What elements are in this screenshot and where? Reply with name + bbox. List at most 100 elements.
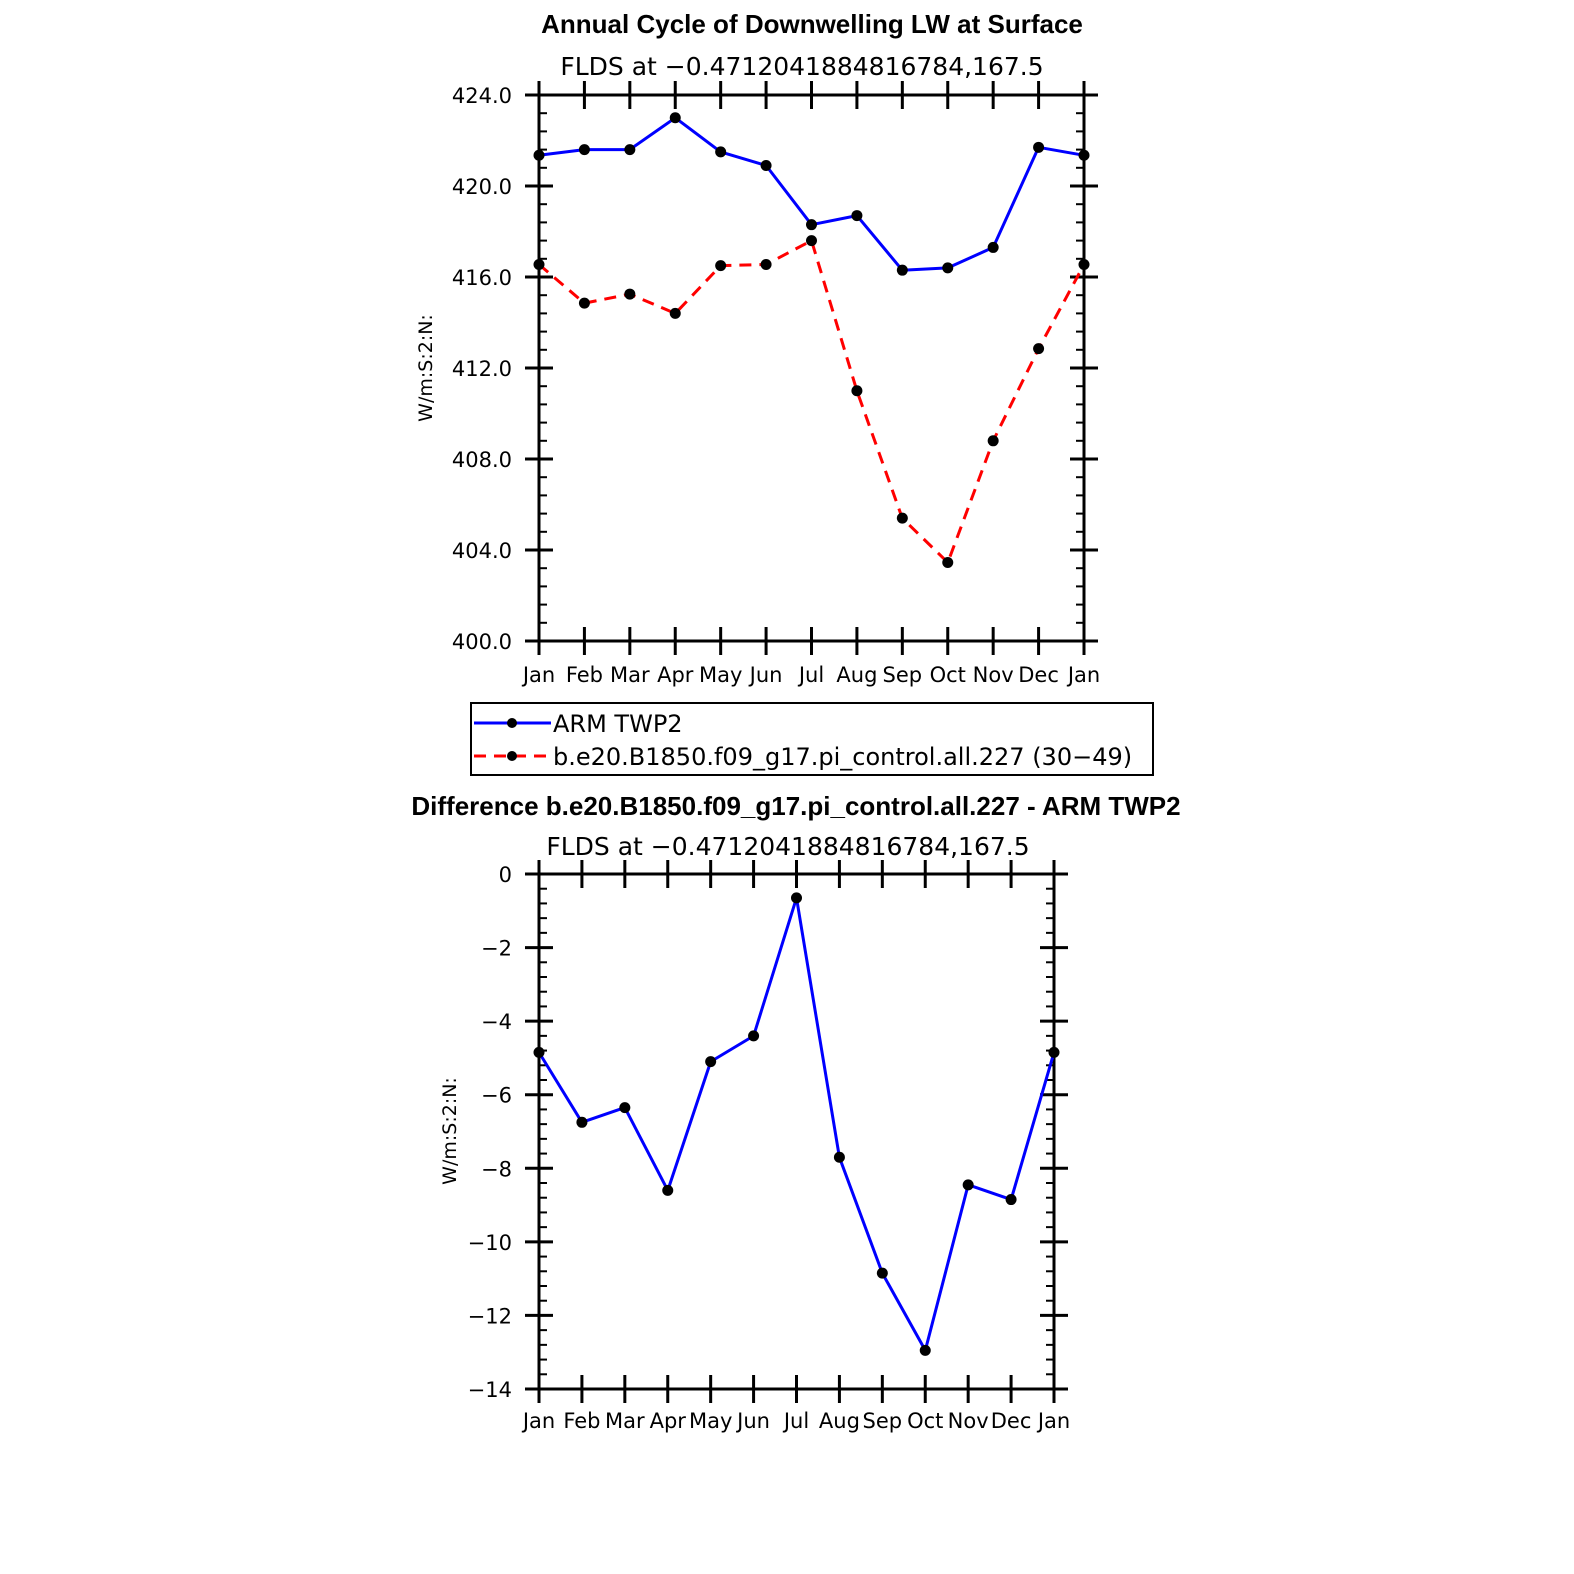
chart-subtitle: FLDS at −0.4712041884816784,167.5 xyxy=(560,52,1043,81)
data-point xyxy=(806,219,817,231)
data-point xyxy=(578,297,590,309)
series-line-0 xyxy=(538,116,1085,272)
x-tick-label: Nov xyxy=(948,1409,989,1433)
data-point xyxy=(1048,1046,1060,1058)
series-line-1 xyxy=(538,239,1086,564)
x-tick-label: Sep xyxy=(883,663,923,687)
data-point xyxy=(576,1116,588,1128)
axis-ticks xyxy=(525,860,1068,1403)
y-tick-label: 0 xyxy=(499,863,512,887)
axis-ticks xyxy=(525,81,1098,655)
x-tick-label: Jan xyxy=(521,663,555,687)
data-point xyxy=(715,146,727,158)
x-tick-label: Feb xyxy=(566,663,603,687)
x-tick-label: Mar xyxy=(610,663,650,687)
data-point xyxy=(987,241,999,253)
data-point xyxy=(1033,141,1045,153)
data-point xyxy=(896,512,908,524)
chart-title: Difference b.e20.B1850.f09_g17.pi_contro… xyxy=(411,791,1180,821)
x-tick-label: Dec xyxy=(991,1409,1032,1433)
data-point xyxy=(919,1344,931,1356)
x-tick-label: Mar xyxy=(605,1409,645,1433)
annual-cycle-chart: Annual Cycle of Downwelling LW at Surfac… xyxy=(415,9,1100,687)
y-tick-label: −6 xyxy=(481,1084,512,1108)
x-tick-label: Jun xyxy=(735,1409,770,1433)
data-point xyxy=(533,149,545,161)
plot-frame xyxy=(537,93,1086,643)
plot-frame xyxy=(537,872,1056,1391)
data-point xyxy=(619,1102,631,1114)
x-tick-label: Apr xyxy=(650,1409,687,1433)
data-point xyxy=(1005,1194,1017,1206)
legend-box xyxy=(470,702,1154,776)
difference-chart: Difference b.e20.B1850.f09_g17.pi_contro… xyxy=(411,791,1180,1433)
data-point xyxy=(533,258,545,270)
data-point xyxy=(748,1030,760,1042)
data-point xyxy=(760,258,772,270)
series-layer xyxy=(533,112,1090,569)
legend-marker-model xyxy=(507,751,517,761)
data-point xyxy=(578,144,590,156)
y-tick-label: 400.0 xyxy=(452,630,512,654)
y-axis-label: W/m:S:2:N: xyxy=(415,314,437,422)
x-tick-label: Aug xyxy=(819,1409,860,1433)
data-point xyxy=(833,1151,845,1163)
y-tick-label: −14 xyxy=(468,1378,512,1402)
y-tick-labels: 400.0 404.0 408.0 412.0 416.0 420.0 424.0 xyxy=(452,84,512,654)
data-point xyxy=(876,1267,888,1279)
x-tick-label: Dec xyxy=(1018,663,1059,687)
legend-marker-arm xyxy=(507,718,517,728)
x-tick-labels: Jan Feb Mar Apr May Jun Jul Aug Sep Oct Nov Dec Jan xyxy=(521,1409,1070,1433)
y-axis-label: W/m:S:2:N: xyxy=(439,1077,461,1185)
y-tick-label: 416.0 xyxy=(452,266,512,290)
x-tick-label: Jan xyxy=(1066,663,1100,687)
x-tick-label: Apr xyxy=(657,663,694,687)
data-point xyxy=(791,892,802,904)
data-point xyxy=(806,235,817,247)
y-tick-label: −4 xyxy=(481,1010,512,1034)
data-point xyxy=(715,260,727,272)
legend-label-model: b.e20.B1850.f09_g17.pi_control.all.227 (… xyxy=(553,743,1132,771)
y-tick-label: −12 xyxy=(468,1304,512,1328)
data-point xyxy=(987,435,999,447)
x-tick-label: Jun xyxy=(748,663,783,687)
legend: ARM TWP2 b.e20.B1850.f09_g17.pi_control.… xyxy=(470,702,1154,776)
x-tick-label: Jul xyxy=(782,1409,809,1433)
y-tick-label: 408.0 xyxy=(452,448,512,472)
data-point xyxy=(942,557,954,569)
series-line-0 xyxy=(537,896,1056,1352)
data-point xyxy=(851,385,863,397)
x-tick-label: Jan xyxy=(1036,1409,1070,1433)
x-tick-label: Oct xyxy=(930,663,966,687)
x-tick-label: Aug xyxy=(836,663,877,687)
y-tick-label: 420.0 xyxy=(452,175,512,199)
data-point xyxy=(1078,149,1090,161)
data-point xyxy=(669,112,681,124)
data-point xyxy=(962,1179,974,1191)
y-tick-label: −8 xyxy=(481,1157,512,1181)
data-point xyxy=(942,262,954,274)
x-tick-label: Sep xyxy=(863,1409,903,1433)
data-point xyxy=(669,307,681,319)
data-point xyxy=(705,1056,717,1068)
data-point xyxy=(896,264,908,276)
x-tick-labels: Jan Feb Mar Apr May Jun Jul Aug Sep Oct Nov Dec Jan xyxy=(521,663,1100,687)
y-tick-label: 404.0 xyxy=(452,539,512,563)
y-tick-label: −10 xyxy=(468,1231,512,1255)
x-tick-label: Oct xyxy=(907,1409,943,1433)
data-point xyxy=(533,1046,545,1058)
chart-subtitle: FLDS at −0.4712041884816784,167.5 xyxy=(546,832,1029,861)
y-tick-label: −2 xyxy=(481,937,512,961)
data-point xyxy=(662,1184,674,1196)
data-point xyxy=(1078,258,1090,270)
x-tick-label: Jan xyxy=(521,1409,555,1433)
data-point xyxy=(1033,343,1045,355)
y-tick-labels: −14 −12 −10 −8 −6 −4 −2 0 xyxy=(468,863,512,1402)
data-point xyxy=(624,288,636,300)
y-tick-label: 424.0 xyxy=(452,84,512,108)
x-tick-label: Feb xyxy=(563,1409,600,1433)
data-point xyxy=(760,160,772,172)
x-tick-label: May xyxy=(699,663,742,687)
series-layer xyxy=(533,892,1060,1356)
